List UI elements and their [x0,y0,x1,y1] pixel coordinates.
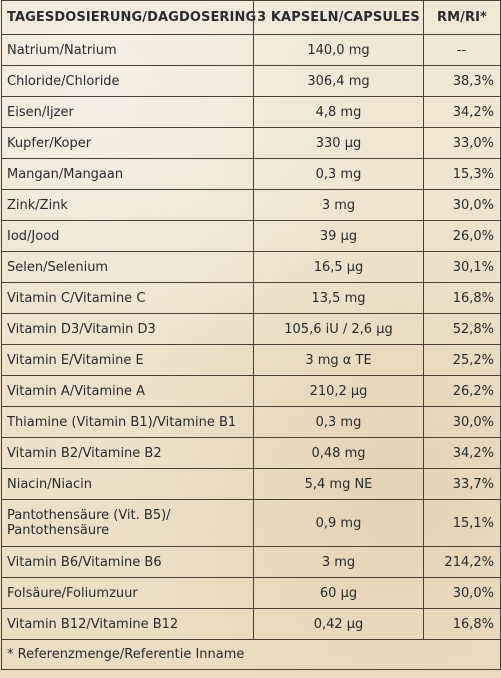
nutrient-name: Iod/Jood [1,220,254,252]
nutrient-name: Selen/Selenium [1,251,254,283]
nutrient-name: Vitamin E/Vitamine E [1,344,254,376]
nutrient-ri: 30,0% [423,406,501,438]
nutrient-name: Vitamin D3/Vitamin D3 [1,313,254,345]
nutrient-ri: 15,3% [423,158,501,190]
table-header: TAGESDOSIERUNG/DAGDOSERING 3 KAPSELN/CAP… [1,0,501,35]
table-row: Vitamin C/Vitamine C 13,5 mg 16,8% [1,282,501,314]
nutrient-ri: 25,2% [423,344,501,376]
nutrient-name: Zink/Zink [1,189,254,221]
nutrient-dose: 330 µg [253,127,424,159]
nutrient-dose: 306,4 mg [253,65,424,97]
table-row: Selen/Selenium 16,5 µg 30,1% [1,251,501,283]
footnote-row: * Referenzmenge/Referentie Inname [1,639,501,670]
nutrient-dose: 140,0 mg [253,34,424,66]
table-row: Zink/Zink 3 mg 30,0% [1,189,501,221]
nutrient-dose: 0,9 mg [253,499,424,547]
nutrient-ri: 30,0% [423,189,501,221]
footnote: * Referenzmenge/Referentie Inname [1,639,501,670]
table-row: Vitamin B6/Vitamine B6 3 mg 214,2% [1,546,501,578]
header-reference-intake: RM/RI* [423,0,501,35]
nutrient-name: Kupfer/Koper [1,127,254,159]
nutrient-ri: 38,3% [423,65,501,97]
header-row: TAGESDOSIERUNG/DAGDOSERING 3 KAPSELN/CAP… [1,0,501,35]
nutrient-name: Vitamin B12/Vitamine B12 [1,608,254,640]
table-row: Vitamin B12/Vitamine B12 0,42 µg 16,8% [1,608,501,640]
nutrient-name: Chloride/Chloride [1,65,254,97]
header-daily-dosage: TAGESDOSIERUNG/DAGDOSERING [1,0,256,35]
nutrient-ri: 34,2% [423,437,501,469]
nutrient-dose: 16,5 µg [253,251,424,283]
nutrient-dose: 0,3 mg [253,406,424,438]
table-row: Mangan/Mangaan 0,3 mg 15,3% [1,158,501,190]
nutrient-ri: 52,8% [423,313,501,345]
table-row: Vitamin D3/Vitamin D3 105,6 iU / 2,6 µg … [1,313,501,345]
nutrient-name: Folsäure/Foliumzuur [1,577,254,609]
nutrient-name: Pantothensäure (Vit. B5)/ Pantothensäure [1,499,254,547]
nutrient-name: Eisen/Ijzer [1,96,254,128]
nutrient-name: Natrium/Natrium [1,34,254,66]
nutrient-ri: 30,0% [423,577,501,609]
nutrient-dose: 0,48 mg [253,437,424,469]
table-row: Iod/Jood 39 µg 26,0% [1,220,501,252]
table-body: Natrium/Natrium 140,0 mg -- Chloride/Chl… [1,34,501,640]
nutrient-ri: 26,2% [423,375,501,407]
nutrient-ri: 34,2% [423,96,501,128]
table-row: Vitamin A/Vitamine A 210,2 µg 26,2% [1,375,501,407]
table-row: Chloride/Chloride 306,4 mg 38,3% [1,65,501,97]
nutrient-dose: 210,2 µg [253,375,424,407]
nutrient-dose: 39 µg [253,220,424,252]
nutrient-name: Vitamin A/Vitamine A [1,375,254,407]
nutrient-ri: 33,0% [423,127,501,159]
header-capsules: 3 KAPSELN/CAPSULES [253,0,424,35]
table-row: Vitamin B2/Vitamine B2 0,48 mg 34,2% [1,437,501,469]
table-footer: * Referenzmenge/Referentie Inname [1,639,501,670]
nutrient-name: Niacin/Niacin [1,468,254,500]
nutrient-ri: 214,2% [423,546,501,578]
nutrient-dose: 3 mg [253,189,424,221]
table-row: Eisen/Ijzer 4,8 mg 34,2% [1,96,501,128]
nutrient-name: Vitamin B6/Vitamine B6 [1,546,254,578]
nutrient-name: Vitamin C/Vitamine C [1,282,254,314]
nutrient-ri: 16,8% [423,608,501,640]
nutrient-dose: 4,8 mg [253,96,424,128]
nutrient-name: Thiamine (Vitamin B1)/Vitamine B1 [1,406,254,438]
nutrient-dose: 60 µg [253,577,424,609]
nutrient-ri: 15,1% [423,499,501,547]
nutrient-ri: 33,7% [423,468,501,500]
nutrient-ri: 26,0% [423,220,501,252]
nutrient-ri: -- [423,34,501,66]
nutrient-dose: 0,3 mg [253,158,424,190]
nutrient-name: Mangan/Mangaan [1,158,254,190]
table-row: Thiamine (Vitamin B1)/Vitamine B1 0,3 mg… [1,406,501,438]
nutrient-ri: 30,1% [423,251,501,283]
nutrient-name: Vitamin B2/Vitamine B2 [1,437,254,469]
table-row: Folsäure/Foliumzuur 60 µg 30,0% [1,577,501,609]
nutrient-dose: 3 mg [253,546,424,578]
nutrient-dose: 13,5 mg [253,282,424,314]
table-row: Kupfer/Koper 330 µg 33,0% [1,127,501,159]
table-row: Natrium/Natrium 140,0 mg -- [1,34,501,66]
table-row: Niacin/Niacin 5,4 mg NE 33,7% [1,468,501,500]
nutrient-dose: 105,6 iU / 2,6 µg [253,313,424,345]
nutrient-dose: 3 mg α TE [253,344,424,376]
nutrient-dose: 0,42 µg [253,608,424,640]
nutrient-ri: 16,8% [423,282,501,314]
table-row: Pantothensäure (Vit. B5)/ Pantothensäure… [1,499,501,547]
nutrient-dose: 5,4 mg NE [253,468,424,500]
table-row: Vitamin E/Vitamine E 3 mg α TE 25,2% [1,344,501,376]
